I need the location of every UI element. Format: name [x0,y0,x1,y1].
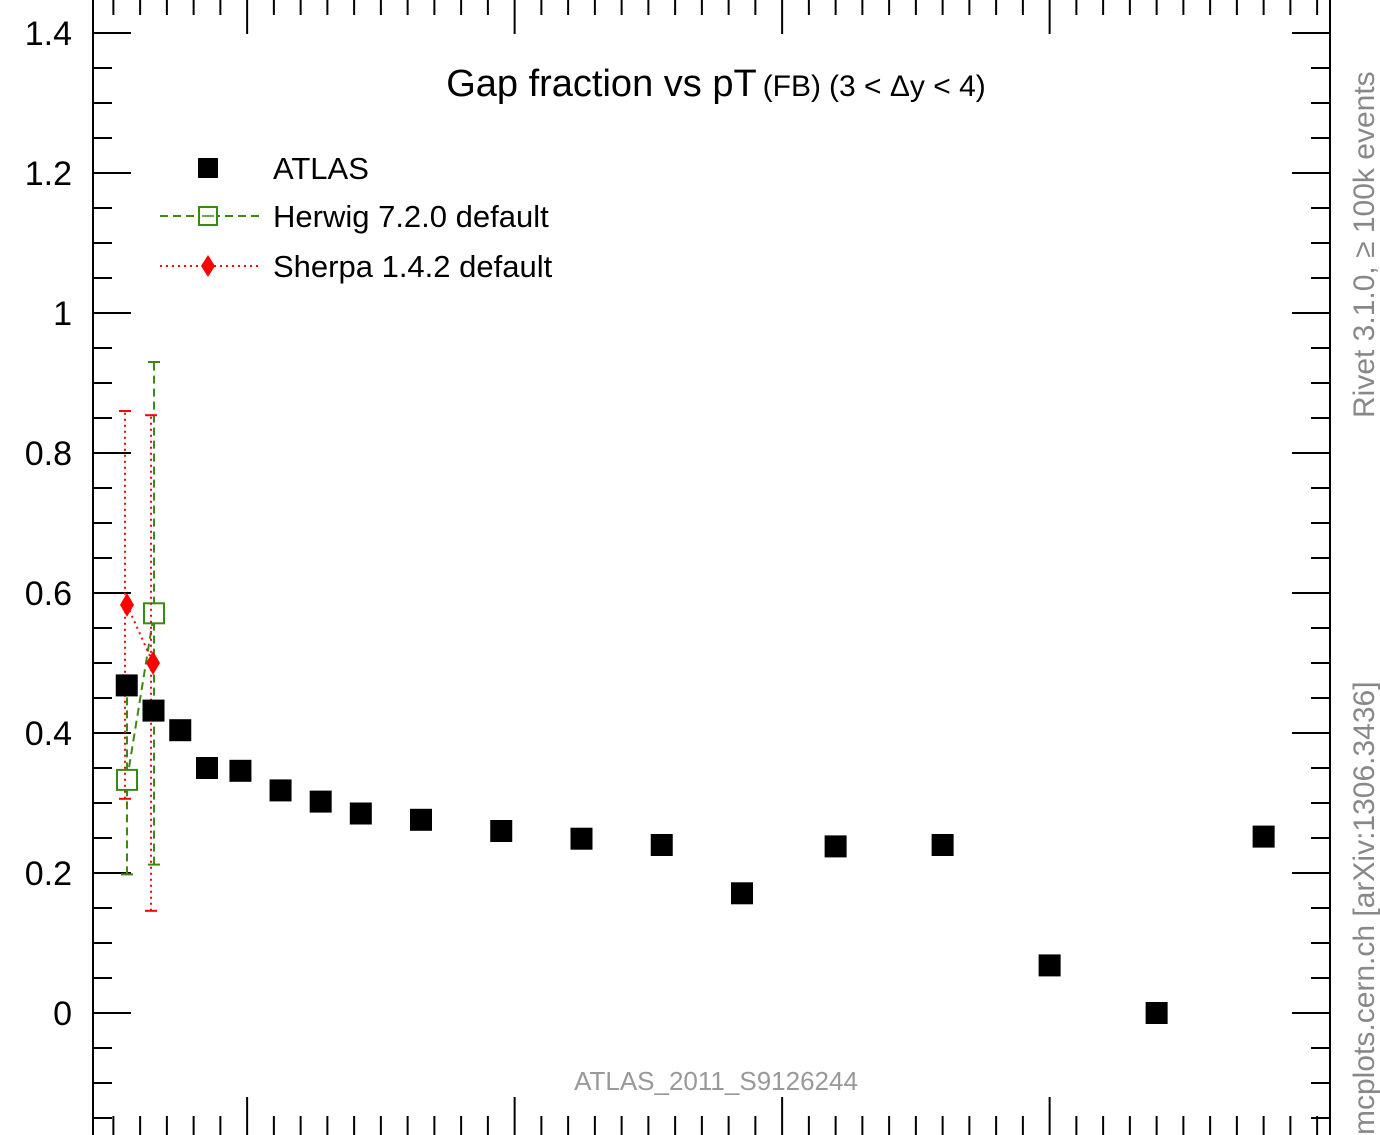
side-label-rivet: Rivet 3.1.0, ≥ 100k events [1348,71,1380,418]
atlas-point [142,699,165,722]
sherpa-point [146,651,160,675]
atlas-point [1145,1002,1168,1024]
y-tick-label: 0.4 [25,715,72,753]
atlas-point [490,820,513,842]
atlas-point [650,834,673,856]
y-tick-label: 0 [53,995,72,1033]
atlas-point [115,674,138,697]
legend: ATLAS Herwig 7.2.0 default Sherpa 1.4.2 de… [160,151,553,284]
side-label-mcplots: mcplots.cern.ch [arXiv:1306.3436] [1348,681,1380,1135]
atlas-point [269,779,292,802]
legend-marker-atlas [198,158,218,178]
chart-title: Gap fraction vs pT (FB) (3 < Δy < 4) [446,63,986,105]
y-tick-label: 0.8 [25,435,72,473]
analysis-id: ATLAS_2011_S9126244 [574,1066,858,1096]
series-sherpa [119,410,160,912]
atlas-point [196,757,218,779]
atlas-point [1038,954,1061,977]
plot-frame [92,0,1331,1135]
y-tick-label: 1.2 [25,155,72,193]
legend-label: Sherpa 1.4.2 default [273,249,553,284]
sherpa-line [126,604,154,664]
y-axis-ticks [93,32,1330,1119]
atlas-point [229,759,252,782]
atlas-point [731,882,753,905]
atlas-point [824,835,847,858]
y-tick-label: 1.4 [25,15,72,53]
atlas-point [410,808,432,831]
y-axis-tick-labels: 0 0.2 0.4 0.6 0.8 1 1.2 1.4 [25,15,72,1033]
sherpa-point [120,592,134,617]
y-tick-label: 0.2 [25,855,72,893]
atlas-point [349,802,372,825]
atlas-point [570,827,593,850]
legend-marker-sherpa [201,255,215,277]
x-axis-ticks [112,0,1319,1135]
atlas-point [309,790,332,813]
y-tick-label: 0.6 [25,575,72,613]
atlas-point [1252,825,1275,848]
series-herwig [116,361,165,876]
legend-label: ATLAS [273,151,369,186]
y-tick-label: 1 [53,295,72,333]
legend-label: Herwig 7.2.0 default [273,199,549,234]
series-atlas [115,674,1275,1024]
herwig-point [116,768,138,791]
herwig-point [143,602,165,625]
atlas-point [931,834,954,856]
atlas-point [169,719,192,742]
herwig-line [126,613,155,781]
